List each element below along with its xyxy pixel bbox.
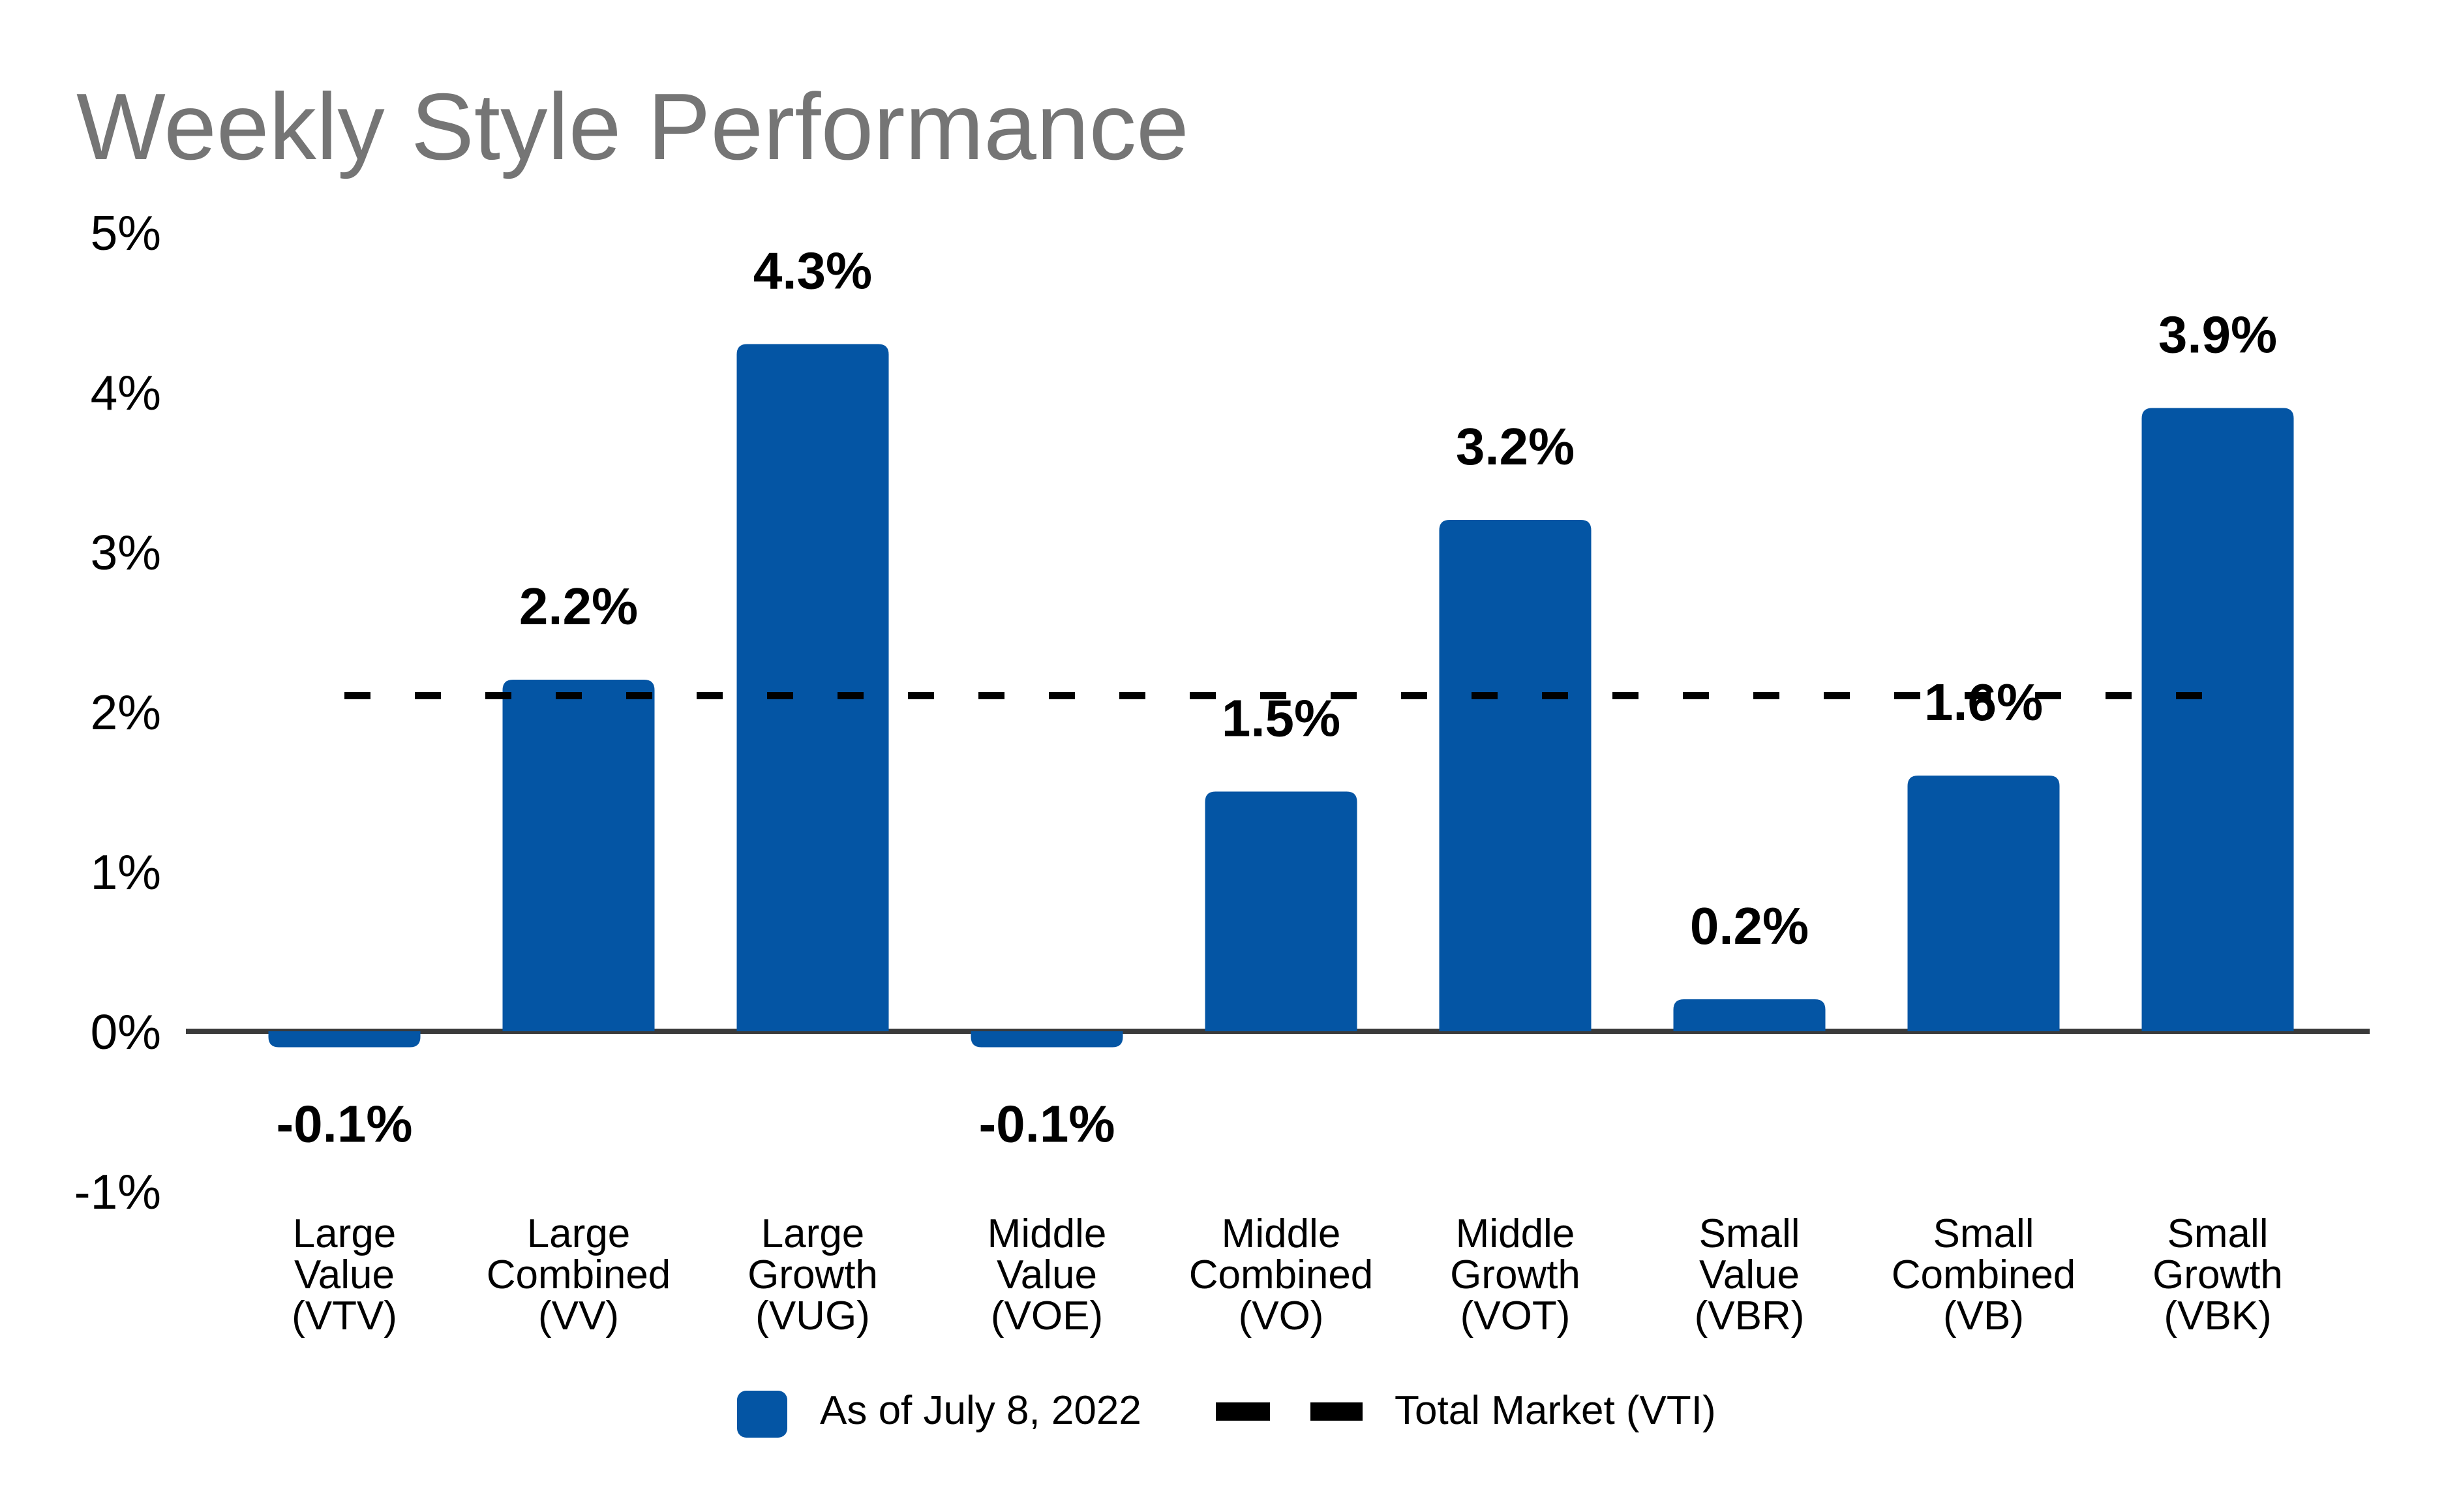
bar-middle-growth-vot [1439,520,1592,1031]
y-axis-tick-label: -1% [74,1164,161,1219]
bar-small-combined-vb [1907,776,2060,1031]
bar-large-value-vtv [268,1031,421,1048]
y-axis-tick-label: 1% [91,845,161,900]
bar-value-label: 3.2% [1456,417,1575,476]
legend-series-label: As of July 8, 2022 [820,1388,1141,1433]
x-axis-category-label: Middle Combined (VO) [1189,1211,1374,1338]
bar-large-combined-vv [502,680,655,1031]
x-axis-category-label: Large Value (VTV) [292,1211,397,1338]
bar-small-growth-vbk [2141,408,2294,1031]
bar-value-label: -0.1% [979,1095,1115,1153]
x-axis-category-label: Large Combined (VV) [487,1211,671,1338]
bar-large-growth-vug [736,344,889,1031]
y-axis-tick-label: 4% [91,365,161,420]
bar-small-value-vbr [1673,999,1826,1031]
y-axis-tick-label: 0% [91,1005,161,1059]
bar-value-label: 3.9% [2158,306,2277,364]
x-axis-category-label: Small Combined (VB) [1892,1211,2076,1338]
bar-middle-combined-vo [1205,791,1357,1031]
series-color-swatch-icon [737,1391,787,1438]
x-axis-category-label: Large Growth (VUG) [747,1211,878,1338]
bars-layer [268,344,2294,1048]
bar-value-label: 4.3% [753,242,872,300]
y-axis-tick-label: 3% [91,525,161,580]
x-axis-category-label: Small Growth (VBK) [2152,1211,2283,1338]
y-axis-tick-label: 2% [91,685,161,740]
legend-reference-label: Total Market (VTI) [1395,1388,1716,1433]
y-axis-tick-label: 5% [91,205,161,260]
chart-title: Weekly Style Performance [76,74,1189,179]
bar-value-label: 0.2% [1690,897,1809,955]
bar-middle-value-voe [971,1031,1123,1048]
bar-value-label: 2.2% [519,577,638,635]
value-labels-layer: -0.1%2.2%4.3%-0.1%1.5%3.2%0.2%1.6%3.9% [277,242,2278,1153]
x-axis-category-label: Middle Value (VOE) [988,1211,1107,1338]
x-axis-labels-layer: Large Value (VTV) Large Combined (VV) Large Gro… [292,1211,2283,1338]
x-axis-category-label: Small Value (VBR) [1695,1211,1805,1338]
legend: As of July 8, 2022 Total Market (VTI) [737,1388,1716,1438]
x-axis-category-label: Middle Growth (VOT) [1450,1211,1580,1338]
bar-value-label: 1.6% [1924,673,2043,731]
bar-value-label: -0.1% [277,1095,413,1153]
